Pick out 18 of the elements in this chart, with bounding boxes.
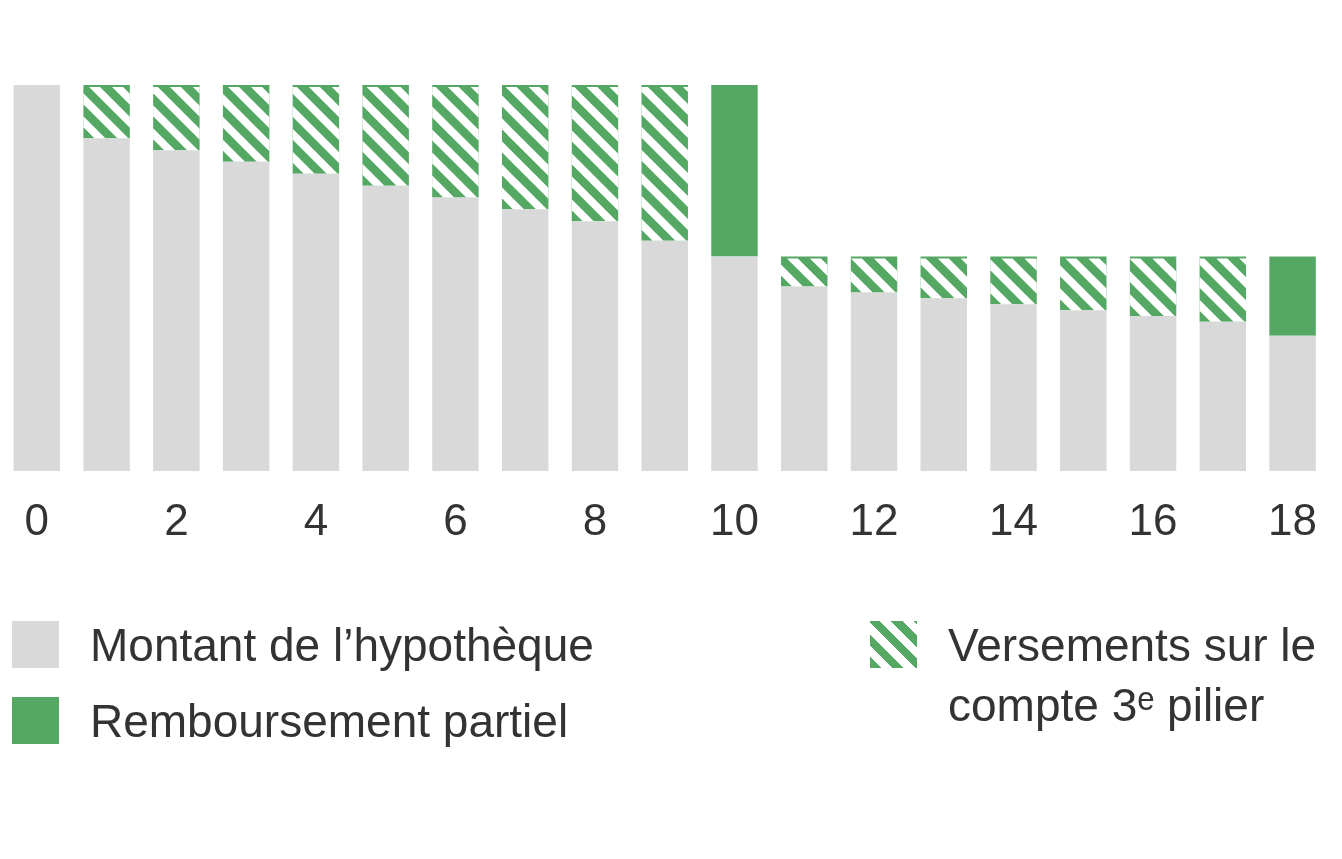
bar bbox=[711, 85, 758, 257]
legend-label: Remboursement partiel bbox=[90, 694, 569, 749]
x-tick-label: 16 bbox=[1128, 494, 1178, 544]
bar bbox=[711, 256, 758, 472]
x-tick-label: 4 bbox=[303, 494, 329, 544]
legend-label: Versements sur le compte 3ᵉ pilier bbox=[948, 618, 1318, 733]
legend-label: Montant de l’hypothèque bbox=[90, 618, 594, 673]
bar bbox=[13, 85, 61, 472]
x-tick-label: 18 bbox=[1268, 494, 1318, 544]
bar bbox=[1269, 335, 1316, 472]
x-tick-label: 6 bbox=[443, 494, 468, 544]
bar bbox=[1269, 256, 1316, 336]
x-tick-label: 2 bbox=[164, 494, 189, 544]
x-tick-label: 0 bbox=[24, 494, 50, 544]
x-tick-label: 8 bbox=[582, 494, 608, 544]
x-tick-label: 12 bbox=[849, 494, 899, 544]
x-tick-label: 14 bbox=[989, 494, 1039, 544]
x-tick-label: 10 bbox=[710, 494, 759, 544]
